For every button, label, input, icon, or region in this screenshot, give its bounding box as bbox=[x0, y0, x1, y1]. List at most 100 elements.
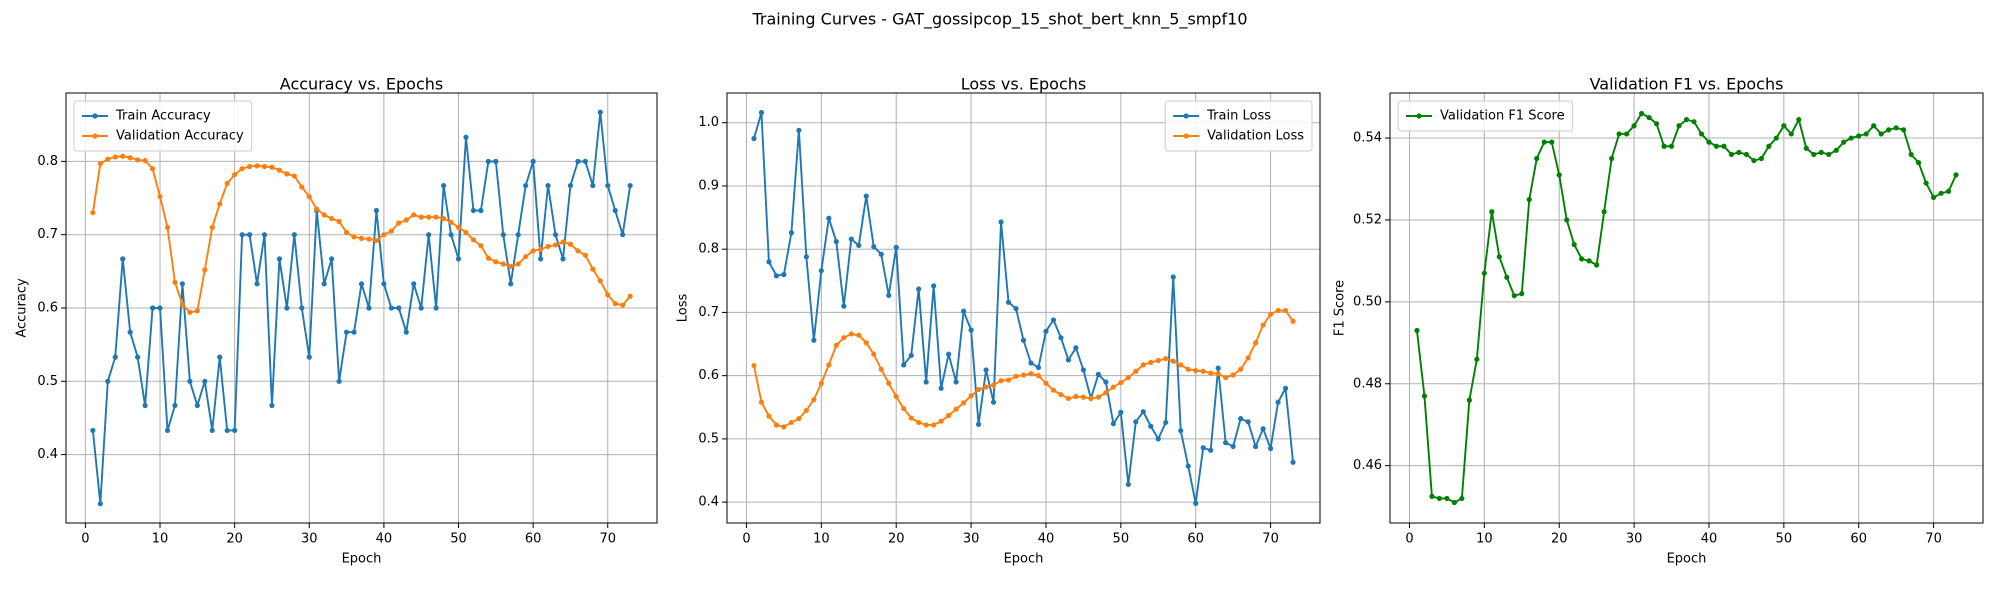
data-point bbox=[1282, 307, 1289, 314]
data-point bbox=[1878, 131, 1884, 137]
data-point bbox=[351, 329, 357, 335]
data-point bbox=[1043, 328, 1049, 334]
data-point bbox=[1511, 293, 1517, 299]
data-point bbox=[863, 193, 869, 199]
data-point bbox=[901, 405, 907, 412]
data-point bbox=[291, 232, 297, 238]
series-line bbox=[1416, 112, 1957, 504]
data-point bbox=[1065, 395, 1072, 402]
data-point bbox=[1871, 123, 1877, 129]
data-point bbox=[1005, 299, 1012, 305]
data-point bbox=[508, 263, 514, 269]
data-point bbox=[1624, 131, 1630, 137]
data-point bbox=[120, 256, 126, 262]
data-point bbox=[440, 182, 447, 189]
data-point bbox=[1616, 131, 1622, 137]
data-point bbox=[998, 378, 1004, 384]
data-point bbox=[321, 281, 327, 287]
data-point bbox=[803, 254, 809, 260]
data-point bbox=[758, 399, 765, 405]
data-point bbox=[1200, 445, 1206, 451]
data-point bbox=[164, 427, 171, 434]
data-point bbox=[916, 419, 922, 426]
data-point bbox=[893, 244, 899, 250]
data-point bbox=[97, 160, 103, 167]
data-point bbox=[493, 259, 499, 265]
data-point bbox=[1013, 306, 1019, 312]
data-point bbox=[1721, 143, 1727, 149]
data-point bbox=[1125, 481, 1131, 488]
data-point bbox=[582, 252, 588, 258]
data-point bbox=[135, 354, 141, 360]
axes-frame bbox=[1389, 92, 1984, 524]
legend-label: Validation Accuracy bbox=[116, 129, 244, 144]
data-point bbox=[500, 232, 506, 238]
data-point bbox=[818, 268, 824, 274]
data-point bbox=[1444, 495, 1450, 502]
data-point bbox=[523, 182, 529, 189]
data-point bbox=[1095, 394, 1101, 400]
data-point bbox=[1028, 360, 1034, 366]
data-point bbox=[612, 207, 618, 214]
data-point bbox=[1058, 335, 1064, 341]
data-point bbox=[1073, 345, 1079, 351]
y-tick-label: 0.4 bbox=[37, 447, 58, 462]
x-tick-label: 20 bbox=[1551, 532, 1568, 547]
data-point bbox=[284, 305, 290, 311]
data-point bbox=[448, 232, 454, 238]
legend: Train Loss Validation Loss bbox=[1164, 100, 1313, 152]
data-point bbox=[1103, 390, 1109, 396]
data-point bbox=[871, 351, 877, 357]
data-point bbox=[856, 332, 862, 338]
data-point bbox=[202, 267, 208, 273]
data-point bbox=[261, 232, 268, 238]
data-point bbox=[254, 281, 260, 287]
data-point bbox=[1163, 419, 1169, 426]
data-point bbox=[1245, 419, 1251, 425]
data-point bbox=[157, 193, 163, 200]
data-point bbox=[811, 337, 817, 343]
data-point bbox=[411, 212, 417, 218]
data-point bbox=[329, 256, 335, 262]
data-point bbox=[908, 352, 914, 359]
data-point bbox=[1743, 151, 1749, 158]
data-point bbox=[560, 256, 566, 262]
data-point bbox=[1916, 160, 1922, 166]
data-point bbox=[239, 166, 245, 172]
data-point bbox=[575, 158, 581, 164]
data-point bbox=[1020, 337, 1027, 343]
data-point bbox=[1826, 151, 1832, 158]
data-point bbox=[1833, 147, 1839, 153]
data-point bbox=[1185, 463, 1191, 469]
data-point bbox=[856, 242, 862, 248]
data-point bbox=[560, 239, 566, 245]
data-point bbox=[1163, 355, 1169, 362]
x-tick-label: 70 bbox=[599, 532, 616, 547]
data-point bbox=[500, 261, 506, 267]
data-point bbox=[1698, 131, 1705, 137]
data-point bbox=[1526, 196, 1532, 203]
data-point bbox=[1080, 367, 1086, 373]
x-tick-label: 40 bbox=[1038, 532, 1055, 547]
data-point bbox=[975, 421, 982, 427]
data-point bbox=[1609, 155, 1615, 162]
data-point bbox=[1223, 440, 1229, 446]
data-point bbox=[366, 236, 372, 242]
data-point bbox=[142, 158, 148, 164]
data-point bbox=[455, 224, 462, 230]
y-tick-label: 0.7 bbox=[698, 305, 719, 320]
data-point bbox=[751, 362, 757, 369]
data-point bbox=[1421, 393, 1428, 399]
data-point bbox=[1148, 359, 1154, 365]
data-point bbox=[1571, 241, 1577, 248]
data-point bbox=[1496, 254, 1502, 260]
data-point bbox=[908, 415, 914, 421]
data-point bbox=[1758, 155, 1764, 162]
data-point bbox=[811, 397, 817, 403]
data-point bbox=[968, 327, 974, 333]
data-point bbox=[149, 305, 156, 311]
data-point bbox=[336, 218, 342, 225]
data-point bbox=[105, 378, 111, 384]
data-point bbox=[961, 400, 967, 406]
data-point bbox=[418, 305, 424, 311]
